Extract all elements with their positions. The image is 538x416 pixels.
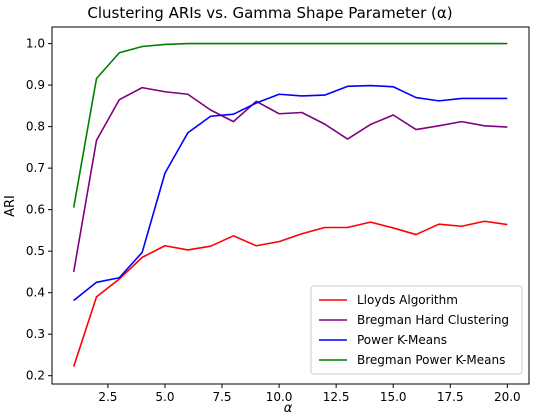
x-tick-label: 10.0: [266, 390, 293, 404]
x-tick-label: 15.0: [380, 390, 407, 404]
chart-title: Clustering ARIs vs. Gamma Shape Paramete…: [87, 4, 452, 22]
series-lines: [72, 42, 508, 367]
legend-label-2: Bregman Hard Clustering: [357, 313, 509, 327]
y-tick-label: 0.2: [26, 369, 45, 383]
y-tick-label: 0.6: [26, 203, 45, 217]
x-tick-label: 12.5: [323, 390, 350, 404]
legend-box: [310, 285, 523, 375]
series-line-4: [72, 42, 508, 208]
y-tick-label: 0.5: [26, 244, 45, 258]
series-line-1: [72, 220, 508, 367]
x-tick-label: 20.0: [494, 390, 521, 404]
x-tick-label: 5.0: [155, 390, 174, 404]
x-axis-label: α: [284, 401, 293, 416]
x-tick-label: 7.5: [212, 390, 231, 404]
legend: Lloyds Algorithm Bregman Hard Clustering P…: [310, 285, 523, 375]
y-tick-label: 1.0: [26, 37, 45, 51]
legend-label-4: Bregman Power K-Means: [357, 353, 505, 367]
y-tick-label: 0.3: [26, 327, 45, 341]
y-tick-label: 0.7: [26, 161, 45, 175]
x-tick-label: 2.5: [98, 390, 117, 404]
axis-ticks: 2.5 5.0 7.5 10.0 12.5 15.0 17.5 20.0 0.2 0.3 0.4 0.…: [26, 37, 521, 404]
x-tick-label: 17.5: [437, 390, 464, 404]
y-tick-label: 0.9: [26, 78, 45, 92]
legend-label-3: Power K-Means: [357, 333, 447, 347]
series-line-3: [73, 84, 508, 302]
series-line-2: [72, 86, 508, 273]
y-tick-label: 0.4: [26, 286, 45, 300]
legend-label-1: Lloyds Algorithm: [357, 293, 458, 307]
y-tick-label: 0.8: [26, 120, 45, 134]
plot-frame: [51, 26, 530, 385]
y-axis-label: ARI: [3, 195, 18, 217]
